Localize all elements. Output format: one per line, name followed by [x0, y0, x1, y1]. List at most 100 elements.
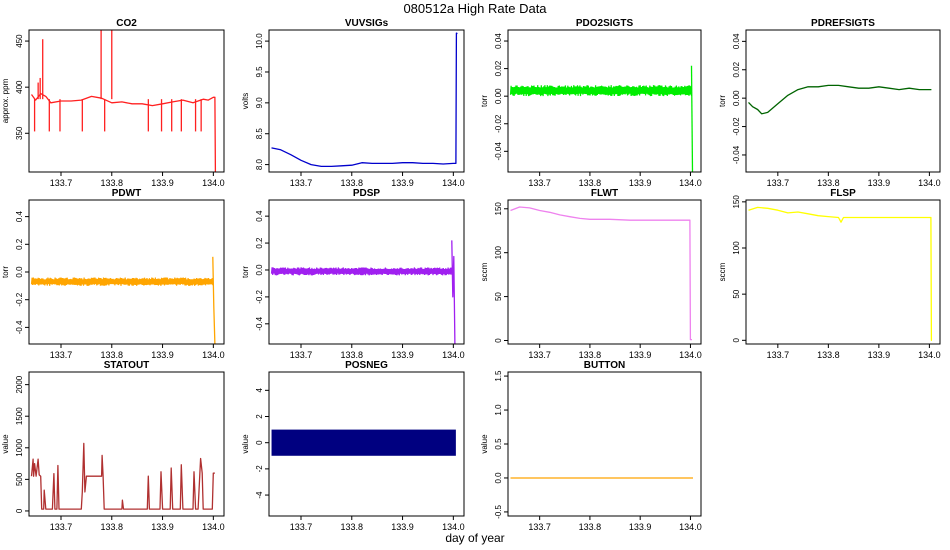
panel-flwt: FLWT 133.7 133.8 133.9 134.0 0 50 100 150 sccm: [480, 188, 702, 360]
x-tick-label-statout-3: 134.0: [202, 522, 225, 532]
y-tick-label-button-3: 1.0: [494, 404, 503, 416]
x-tick-label-posneg-3: 134.0: [442, 522, 465, 532]
x-tick-label-pdrefsigts-2: 133.9: [868, 178, 891, 188]
y-tick-label-pdrefsigts-4: 0.04: [732, 33, 741, 49]
x-tick-label-co2-0: 133.7: [50, 178, 73, 188]
plot-frame-pdwt: [28, 199, 225, 345]
plot-frame-co2: [28, 29, 225, 173]
y-tick-label-pdo2sigts-2: 0.00: [494, 88, 503, 104]
x-axis-label: day of year: [445, 531, 505, 545]
y-tick-label-co2-1: 400: [15, 80, 24, 94]
y-tick-label-flsp-0: 0: [732, 338, 741, 343]
area-series-posneg: [271, 429, 456, 456]
x-tick-label-co2-3: 134.0: [202, 178, 225, 188]
panel-title-vuvsigs: VUVSIGs: [345, 18, 389, 29]
x-tick-label-pdwt-2: 133.9: [151, 350, 174, 360]
plot-frame-pdo2sigts: [507, 29, 702, 173]
x-tick-label-vuvsigs-3: 134.0: [442, 178, 465, 188]
panel-flsp: FLSP 133.7 133.8 133.9 134.0 0 50 100 150 sccm: [718, 188, 941, 360]
y-tick-label-pdrefsigts-3: 0.02: [732, 61, 741, 77]
panel-pdo2sigts: PDO2SIGTS 133.7 133.8 133.9 134.0 -0.04 -0.02 0…: [480, 18, 702, 188]
x-tick-label-vuvsigs-2: 133.9: [391, 178, 414, 188]
y-axis-label-flsp: sccm: [718, 262, 727, 281]
y-tick-label-pdo2sigts-0: -0.04: [494, 142, 503, 161]
y-tick-label-pdrefsigts-1: -0.02: [732, 117, 741, 136]
panel-pdwt: PDWT 133.7 133.8 133.9 134.0 -0.4 -0.2 0.0 0.2 0.…: [1, 188, 225, 360]
data-layer-flwt: [510, 206, 692, 341]
panel-title-statout: STATOUT: [104, 360, 150, 371]
x-tick-label-posneg-2: 133.9: [391, 522, 414, 532]
panel-pdsp: PDSP 133.7 133.8 133.9 134.0 -0.4 -0.2 0.0 0.2 0.…: [241, 188, 465, 360]
x-tick-label-pdo2sigts-2: 133.9: [629, 178, 652, 188]
x-tick-label-pdo2sigts-1: 133.8: [579, 178, 602, 188]
x-tick-label-vuvsigs-1: 133.8: [341, 178, 364, 188]
y-axis-label-pdo2sigts: torr: [480, 95, 489, 107]
y-tick-label-pdsp-2: 0.0: [255, 264, 264, 276]
y-tick-label-vuvsigs-0: 8.0: [255, 158, 264, 170]
y-tick-label-flwt-1: 50: [494, 292, 503, 301]
panel-statout: STATOUT 133.7 133.8 133.9 134.0 0 500 1000 1500 2…: [1, 360, 225, 532]
series-line-statout: [30, 442, 215, 510]
y-tick-label-button-2: 0.5: [494, 438, 503, 450]
y-tick-label-pdo2sigts-3: 0.02: [494, 60, 503, 76]
y-tick-label-statout-4: 2000: [15, 375, 24, 393]
x-tick-label-flwt-0: 133.7: [528, 350, 551, 360]
x-tick-label-flwt-3: 134.0: [679, 350, 702, 360]
series-line-pdsp: [451, 240, 456, 344]
y-tick-label-co2-2: 450: [15, 34, 24, 48]
x-tick-label-flsp-3: 134.0: [918, 350, 941, 360]
x-tick-label-co2-1: 133.8: [101, 178, 124, 188]
x-tick-label-statout-2: 133.9: [151, 522, 174, 532]
x-tick-label-button-3: 134.0: [679, 522, 702, 532]
panel-title-pdrefsigts: PDREFSIGTS: [811, 18, 875, 29]
y-tick-label-vuvsigs-4: 10.0: [255, 33, 264, 49]
x-tick-label-flsp-0: 133.7: [767, 350, 790, 360]
plot-frame-flsp: [745, 199, 941, 345]
y-tick-label-vuvsigs-1: 8.5: [255, 128, 264, 140]
data-layer-pdo2sigts: [509, 65, 694, 172]
plot-frame-pdsp: [268, 199, 465, 345]
x-tick-label-flwt-1: 133.8: [579, 350, 602, 360]
y-axis-label-flwt: sccm: [480, 262, 489, 281]
y-tick-label-pdsp-0: -0.4: [255, 316, 264, 330]
panel-title-flwt: FLWT: [591, 188, 618, 199]
y-tick-label-pdsp-4: 0.4: [255, 210, 264, 222]
x-tick-label-button-2: 133.9: [629, 522, 652, 532]
series-line-flwt: [510, 206, 692, 341]
data-layer-statout: [30, 442, 215, 510]
y-axis-label-co2: approx. ppm: [1, 78, 10, 123]
x-tick-label-co2-2: 133.9: [151, 178, 174, 188]
series-line-pdwt: [212, 256, 216, 344]
plot-frame-pdrefsigts: [745, 29, 941, 173]
data-layer-co2: [30, 30, 217, 172]
panel-title-flsp: FLSP: [830, 188, 856, 199]
data-layer-vuvsigs: [271, 32, 458, 168]
y-tick-label-posneg-0: -4: [255, 491, 264, 499]
x-tick-label-pdo2sigts-3: 134.0: [679, 178, 702, 188]
series-line-vuvsigs: [271, 32, 458, 168]
series-line-pdo2sigts: [690, 65, 694, 172]
x-tick-label-button-0: 133.7: [528, 522, 551, 532]
y-tick-label-pdwt-3: 0.2: [15, 238, 24, 250]
series-line-co2: [30, 92, 217, 172]
noise-band-pdo2sigts: [509, 85, 693, 97]
panel-posneg: POSNEG 133.7 133.8 133.9 134.0 -4 -2 0 2 4 value: [241, 360, 465, 532]
y-tick-label-pdwt-0: -0.4: [15, 320, 24, 334]
y-tick-label-flwt-0: 0: [494, 338, 503, 343]
y-tick-label-pdrefsigts-0: -0.04: [732, 145, 741, 164]
y-tick-label-pdo2sigts-1: -0.02: [494, 114, 503, 133]
y-tick-label-posneg-1: -2: [255, 465, 264, 473]
noise-band-pdwt: [30, 277, 214, 286]
y-axis-label-vuvsigs: volts: [241, 93, 250, 109]
x-tick-label-pdrefsigts-0: 133.7: [767, 178, 790, 188]
panel-co2: CO2 133.7 133.8 133.9 134.0 350 400 450 approx. …: [1, 18, 225, 188]
y-tick-label-co2-0: 350: [15, 126, 24, 140]
series-line-pdrefsigts: [748, 84, 932, 115]
panel-title-posneg: POSNEG: [345, 360, 388, 371]
y-axis-label-posneg: value: [241, 434, 250, 454]
panel-title-pdwt: PDWT: [112, 188, 141, 199]
y-tick-label-pdwt-2: 0.0: [15, 266, 24, 278]
y-tick-label-posneg-4: 4: [255, 388, 264, 393]
plot-frame-posneg: [268, 371, 465, 517]
x-tick-label-pdwt-3: 134.0: [202, 350, 225, 360]
